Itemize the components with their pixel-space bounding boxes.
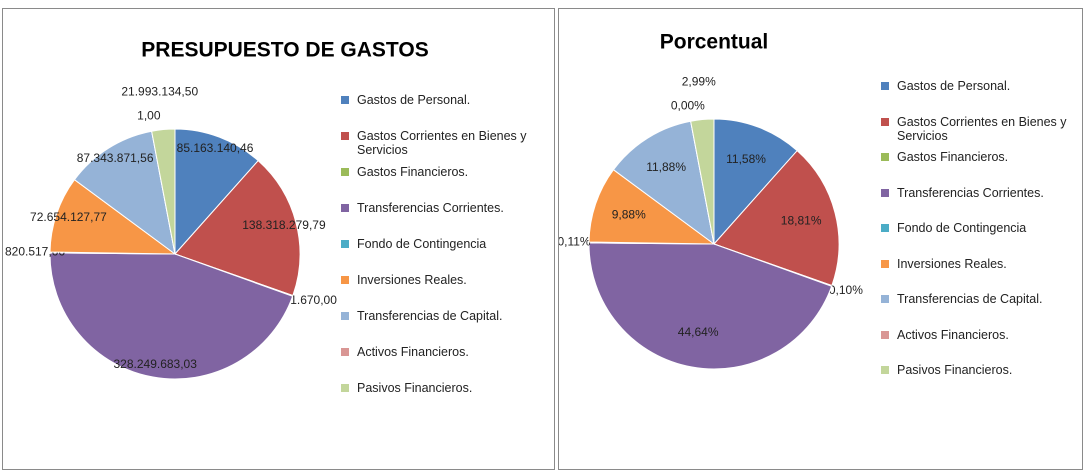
pie-slice	[690, 118, 715, 245]
legend-swatch	[881, 330, 889, 339]
legend-label: Gastos Financieros.	[897, 150, 1009, 164]
legend-item: Fondo de Contingencia	[341, 237, 551, 251]
pie-slice	[588, 169, 716, 245]
chart-panel: Porcentual 11,58% 18,81% 0,10% 44,64% 0,11% 9,…	[558, 8, 1083, 470]
legend-label: Activos Financieros.	[897, 327, 1009, 342]
legend-item: Gastos Financieros.	[341, 165, 551, 179]
legend-item: Activos Financieros.	[881, 328, 1085, 342]
legend-swatch	[881, 82, 889, 90]
legend-label: Transferencias de Capital.	[357, 309, 503, 323]
chart: PRESUPUESTO DE GASTOS 85.163.140,46 138.31…	[5, 39, 429, 380]
data-label: 21.993.134,50	[121, 84, 198, 98]
data-label: 44,64%	[678, 325, 719, 339]
pie-slice	[174, 128, 259, 256]
legend-item: Fondo de Contingencia	[881, 221, 1085, 235]
pie-slice	[713, 118, 798, 246]
legend-swatch	[341, 276, 349, 284]
legend-swatch	[341, 204, 349, 212]
data-label: 72.654.127,77	[30, 210, 107, 224]
chart-title: Porcentual	[660, 31, 769, 54]
legend-label: Activos Financieros.	[357, 345, 469, 359]
legend-item: Inversiones Reales.	[881, 257, 1085, 271]
legend-swatch	[341, 384, 349, 392]
data-label: 11,58%	[726, 152, 766, 166]
legend-label: Inversiones Reales.	[357, 273, 467, 287]
data-label: 87.343.871,56	[77, 151, 154, 165]
legend-swatch	[881, 259, 889, 268]
legend-item: Transferencias Corrientes.	[341, 201, 551, 215]
legend-swatch	[881, 117, 889, 126]
legend-item: Gastos de Personal.	[881, 79, 1085, 93]
legend-label: Transferencias de Capital.	[897, 292, 1043, 306]
legend-label: Transferencias Corrientes.	[897, 185, 1044, 200]
data-label: 138.318.279,79	[242, 218, 326, 232]
legend-swatch	[341, 132, 349, 140]
pie-slice	[49, 252, 294, 380]
chart-panel: PRESUPUESTO DE GASTOS 85.163.140,46 138.31…	[2, 8, 555, 470]
legend-label: Inversiones Reales.	[897, 256, 1007, 271]
pie-slice	[713, 149, 840, 287]
legend-item: Gastos Financieros.	[881, 150, 1085, 164]
legend-swatch	[881, 366, 889, 374]
data-label: 11,88%	[646, 160, 686, 174]
pie-slice	[151, 128, 176, 255]
pie-slice	[588, 242, 833, 370]
legend-label: Gastos de Personal.	[357, 93, 471, 107]
legend-swatch	[341, 168, 349, 176]
data-label: 0,00%	[671, 99, 705, 113]
legend-item: Gastos Corrientes en Bienes y Servicios	[341, 129, 551, 157]
pie-slice	[73, 130, 176, 256]
data-label: 328.249.683,03	[113, 357, 197, 371]
pie-slice	[49, 179, 177, 255]
data-label: 85.163.140,46	[177, 141, 254, 155]
legend-item: Inversiones Reales.	[341, 273, 551, 287]
data-label: 18,81%	[781, 214, 822, 228]
legend-item: Transferencias de Capital.	[881, 292, 1085, 306]
pie-slice	[174, 159, 301, 297]
legend-swatch	[341, 348, 349, 356]
legend-swatch	[341, 312, 349, 320]
data-label: 0,10%	[829, 283, 863, 297]
legend-item: Pasivos Financieros.	[881, 363, 1085, 377]
legend-swatch	[341, 96, 349, 104]
data-label: 1,00	[137, 109, 161, 123]
legend-item: Pasivos Financieros.	[341, 381, 551, 395]
legend-label: Pasivos Financieros.	[897, 363, 1013, 377]
legend-label: Transferencias Corrientes.	[357, 201, 504, 215]
legend-label: Fondo de Contingencia	[897, 221, 1027, 235]
legend-swatch	[881, 295, 889, 303]
legend-label: Gastos de Personal.	[897, 79, 1011, 93]
legend-label: Gastos Corrientes en Bienes y Servicios	[357, 129, 527, 157]
data-label: 9,88%	[612, 207, 646, 221]
legend-swatch	[881, 224, 889, 232]
legend-item: Transferencias de Capital.	[341, 309, 551, 323]
legend-label: Gastos Corrientes en Bienes y Servicios	[897, 114, 1067, 143]
legend-swatch	[341, 240, 349, 248]
chart-title: PRESUPUESTO DE GASTOS	[141, 39, 428, 62]
legend-label: Fondo de Contingencia	[357, 237, 487, 251]
legend-label: Pasivos Financieros.	[357, 381, 473, 395]
data-label: 2,99%	[682, 74, 716, 88]
legend-item: Activos Financieros.	[341, 345, 551, 359]
legend-swatch	[881, 153, 889, 161]
legend-item: Gastos Corrientes en Bienes y Servicios	[881, 115, 1085, 143]
chart: Porcentual 11,58% 18,81% 0,10% 44,64% 0,11% 9,…	[559, 31, 863, 370]
pie-slice	[612, 120, 715, 246]
legend-swatch	[881, 188, 889, 197]
legend-item: Transferencias Corrientes.	[881, 186, 1085, 200]
legend-item: Gastos de Personal.	[341, 93, 551, 107]
data-label: 0,11%	[559, 234, 591, 248]
legend-label: Gastos Financieros.	[357, 165, 469, 179]
